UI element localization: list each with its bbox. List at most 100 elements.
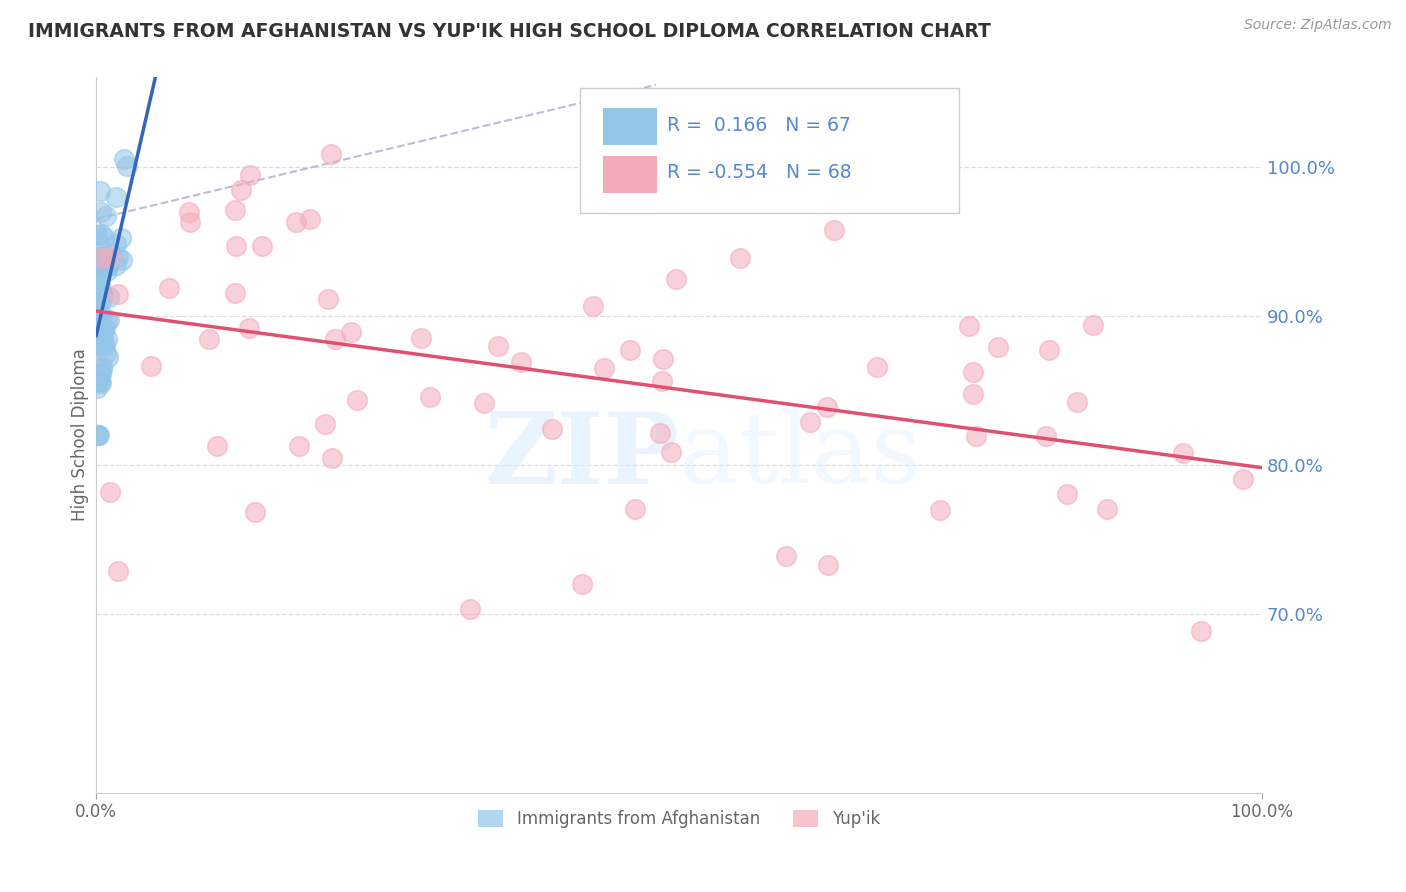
- Point: [89, 366, 111, 380]
- Point: [91, 288, 114, 302]
- Point: [460, 602, 482, 616]
- Point: [90, 293, 112, 308]
- Point: [107, 565, 129, 579]
- Text: Source: ZipAtlas.com: Source: ZipAtlas.com: [1244, 18, 1392, 32]
- Point: [157, 281, 180, 295]
- Point: [94, 345, 117, 359]
- Point: [91, 308, 114, 322]
- Point: [815, 400, 838, 414]
- Point: [90, 368, 112, 382]
- Point: [582, 299, 605, 313]
- Point: [87, 259, 110, 273]
- Point: [1232, 472, 1254, 486]
- Point: [229, 183, 252, 197]
- Point: [287, 439, 309, 453]
- Point: [651, 374, 673, 388]
- Point: [96, 264, 118, 278]
- Point: [87, 337, 110, 351]
- Point: [346, 393, 368, 408]
- Point: [243, 505, 266, 519]
- Point: [866, 359, 889, 374]
- Point: [619, 343, 641, 358]
- Point: [110, 231, 132, 245]
- Point: [1171, 445, 1194, 459]
- Point: [409, 331, 432, 345]
- Point: [624, 502, 647, 516]
- Point: [648, 426, 671, 441]
- Point: [94, 321, 117, 335]
- Point: [823, 223, 845, 237]
- FancyBboxPatch shape: [603, 156, 657, 194]
- Point: [94, 209, 117, 223]
- Point: [104, 189, 127, 203]
- Point: [284, 215, 307, 229]
- Point: [112, 153, 135, 167]
- Point: [98, 250, 121, 264]
- Point: [110, 252, 132, 267]
- Point: [799, 415, 821, 429]
- Y-axis label: High School Diploma: High School Diploma: [72, 349, 89, 522]
- Point: [86, 381, 108, 395]
- Point: [321, 451, 343, 466]
- Point: [474, 395, 496, 409]
- Text: R =  0.166   N = 67: R = 0.166 N = 67: [668, 116, 851, 135]
- Point: [90, 362, 112, 376]
- Point: [486, 339, 509, 353]
- Point: [962, 365, 984, 379]
- Point: [510, 355, 533, 369]
- Point: [593, 361, 616, 376]
- Point: [419, 390, 441, 404]
- Point: [1066, 395, 1088, 409]
- Point: [94, 249, 117, 263]
- Point: [96, 259, 118, 273]
- Point: [177, 204, 200, 219]
- Point: [96, 332, 118, 346]
- Point: [107, 250, 129, 264]
- Point: [1038, 343, 1060, 358]
- Point: [104, 236, 127, 251]
- Point: [962, 387, 984, 401]
- Point: [89, 334, 111, 348]
- Point: [87, 321, 110, 335]
- Point: [86, 250, 108, 264]
- Point: [90, 326, 112, 340]
- Point: [89, 374, 111, 388]
- Point: [94, 339, 117, 353]
- Point: [87, 310, 110, 324]
- Point: [1056, 487, 1078, 501]
- Point: [316, 293, 339, 307]
- Point: [86, 303, 108, 318]
- Point: [90, 283, 112, 297]
- Point: [323, 332, 346, 346]
- Point: [1189, 624, 1212, 638]
- Point: [89, 428, 111, 442]
- Point: [93, 336, 115, 351]
- Point: [1035, 429, 1057, 443]
- Point: [965, 429, 987, 443]
- Text: atlas: atlas: [679, 409, 922, 504]
- Point: [86, 285, 108, 300]
- Point: [205, 439, 228, 453]
- Point: [96, 260, 118, 274]
- Point: [541, 422, 564, 436]
- Point: [728, 251, 751, 265]
- Point: [98, 313, 121, 327]
- Point: [817, 558, 839, 572]
- Point: [117, 159, 139, 173]
- Point: [987, 340, 1010, 354]
- Point: [339, 325, 361, 339]
- Point: [90, 315, 112, 329]
- Point: [197, 332, 219, 346]
- FancyBboxPatch shape: [579, 88, 959, 213]
- Point: [90, 360, 112, 375]
- Point: [225, 238, 247, 252]
- Point: [929, 503, 952, 517]
- Point: [90, 318, 112, 333]
- Point: [100, 247, 122, 261]
- Point: [87, 271, 110, 285]
- Point: [86, 307, 108, 321]
- Point: [89, 275, 111, 289]
- Point: [93, 325, 115, 339]
- Point: [252, 238, 274, 252]
- Point: [86, 228, 108, 243]
